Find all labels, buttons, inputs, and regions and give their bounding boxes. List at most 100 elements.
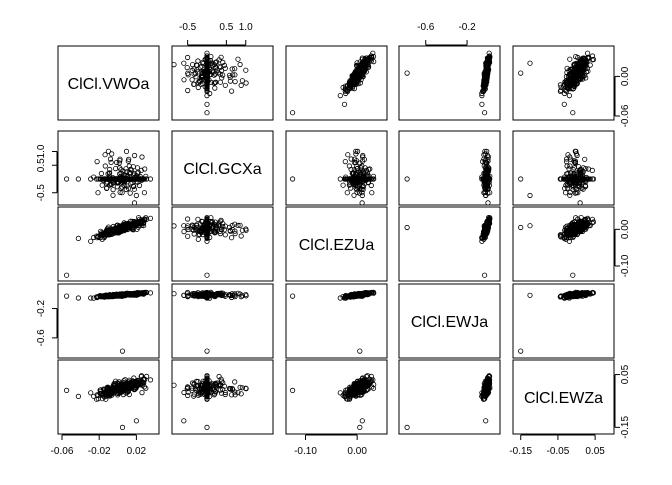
data-point [204, 110, 210, 116]
data-point [204, 59, 210, 66]
data-point [184, 65, 190, 71]
data-point [351, 180, 357, 186]
panel-border [398, 45, 501, 121]
data-point [110, 187, 116, 193]
data-point [139, 176, 145, 182]
data-point [88, 238, 94, 244]
data-point [133, 192, 139, 199]
data-point [195, 58, 201, 64]
data-point [235, 56, 241, 62]
data-point [404, 224, 410, 231]
data-point [576, 168, 583, 174]
data-point [561, 101, 567, 107]
data-point [88, 176, 94, 182]
data-point [143, 173, 149, 179]
data-point [527, 60, 533, 66]
data-point [482, 159, 488, 165]
data-point [95, 190, 101, 196]
data-point [360, 186, 366, 193]
data-point [123, 224, 129, 230]
data-point [195, 236, 201, 242]
data-point [573, 148, 579, 154]
data-point [359, 154, 366, 160]
data-point [229, 88, 235, 94]
data-point [181, 60, 187, 66]
data-point [222, 232, 228, 238]
data-point [115, 223, 121, 229]
data-point [109, 151, 115, 157]
data-point [347, 185, 354, 191]
panel-0-1 [171, 45, 274, 121]
data-point [566, 81, 573, 87]
data-point [518, 224, 524, 231]
variable-label: ClCl.GCXa [183, 161, 261, 178]
data-point [354, 189, 360, 195]
data-point [232, 66, 238, 72]
data-point [518, 70, 524, 76]
data-point [582, 156, 588, 162]
data-point [108, 181, 114, 187]
data-point [351, 71, 358, 78]
data-point [483, 168, 489, 174]
data-point [229, 66, 235, 72]
data-point [560, 176, 567, 182]
data-point [204, 86, 210, 92]
data-point [570, 176, 576, 182]
data-point [117, 171, 123, 177]
data-point [342, 88, 348, 94]
data-point [359, 176, 365, 182]
data-point [75, 295, 82, 301]
data-point [189, 77, 195, 83]
panel-3-3: ClCl.EWJa [398, 283, 501, 359]
data-point [577, 67, 583, 74]
data-point [243, 67, 249, 73]
panel-border [57, 206, 160, 282]
data-point [561, 90, 568, 97]
data-point [572, 159, 578, 165]
data-point [577, 200, 583, 206]
data-point [341, 101, 348, 107]
data-point [98, 228, 104, 234]
data-point [75, 235, 82, 241]
panel-1-4 [512, 130, 615, 206]
data-point [232, 72, 238, 78]
data-point [204, 83, 210, 89]
data-point [565, 86, 572, 92]
panel-1-2 [285, 130, 388, 206]
data-point [107, 170, 113, 176]
data-point [571, 83, 577, 89]
data-point [342, 176, 348, 182]
data-point [359, 73, 365, 80]
data-point [220, 72, 226, 78]
data-point [404, 176, 410, 182]
data-point [357, 348, 363, 354]
panel-2-2: ClCl.EZUa [285, 206, 388, 282]
data-point [95, 176, 101, 182]
data-point [128, 218, 134, 224]
data-point [566, 93, 573, 99]
data-point [102, 163, 108, 169]
data-point [484, 65, 490, 71]
data-point [589, 167, 595, 173]
data-point [359, 200, 365, 206]
panel-0-4 [512, 45, 615, 121]
data-point [584, 176, 590, 182]
data-point [572, 78, 578, 84]
data-point [359, 190, 365, 196]
data-point [141, 216, 147, 222]
data-point [584, 50, 591, 56]
data-point [346, 163, 352, 169]
data-point [562, 185, 568, 191]
data-point [185, 233, 191, 239]
data-point [562, 190, 569, 196]
data-point [564, 65, 570, 71]
data-point [357, 176, 363, 182]
data-point [107, 156, 114, 162]
data-point [126, 156, 132, 162]
data-point [369, 190, 375, 196]
data-point [573, 176, 579, 182]
panel-1-3 [398, 130, 501, 206]
data-point [124, 183, 130, 189]
data-point [239, 78, 245, 84]
data-point [185, 216, 191, 222]
